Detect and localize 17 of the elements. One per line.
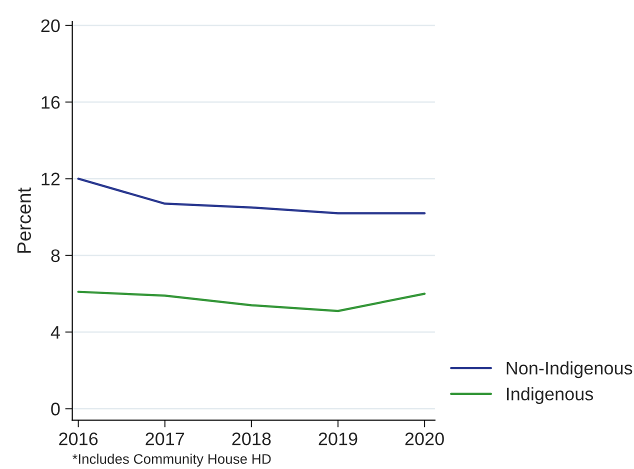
- line-series: [77, 290, 426, 312]
- y-tick-label: 4: [50, 326, 60, 339]
- text: *Includes Community House HD: [72, 454, 271, 467]
- line-series: [77, 178, 426, 214]
- y-tick-label: 8: [51, 249, 60, 262]
- x-tick-label: 2018: [232, 432, 271, 446]
- y-tick-label: 12: [42, 172, 60, 186]
- y-tick-label: 20: [41, 19, 60, 32]
- legend-label: Indigenous: [507, 387, 594, 404]
- y-tick-label: 0: [51, 402, 60, 416]
- x-tick-label: 2019: [318, 432, 358, 446]
- x-tick-label: 2020: [405, 432, 444, 446]
- x-tick-label: 2016: [59, 432, 98, 446]
- x-tick-label: 2017: [146, 432, 184, 446]
- legend-label: Non-Indigenous: [506, 361, 632, 378]
- y-axis-title: Percent: [17, 188, 31, 253]
- y-tick-label: 16: [42, 96, 60, 109]
